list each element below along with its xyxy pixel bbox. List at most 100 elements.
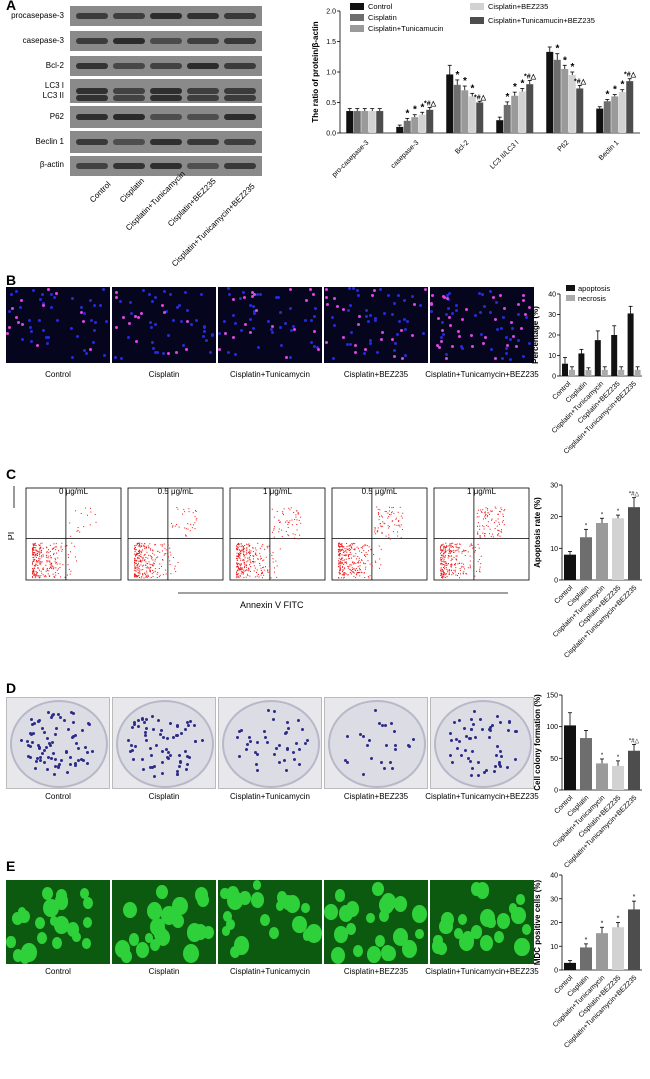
event-dot	[55, 562, 57, 564]
event-dot	[259, 555, 261, 557]
event-dot	[139, 571, 141, 573]
green-cell	[21, 943, 37, 962]
event-dot	[239, 569, 241, 571]
significance-mark: *	[463, 76, 467, 87]
event-dot	[259, 547, 261, 549]
event-dot	[149, 543, 151, 545]
event-dot	[440, 563, 442, 565]
event-dot	[36, 553, 38, 555]
bar	[628, 909, 640, 970]
event-dot	[159, 574, 161, 576]
event-dot	[388, 516, 390, 518]
event-dot	[477, 533, 479, 535]
event-dot	[342, 546, 344, 548]
colony-dot	[346, 735, 350, 739]
event-dot	[471, 544, 473, 546]
event-dot	[353, 575, 355, 577]
nucleus-dot	[393, 349, 397, 353]
event-dot	[396, 524, 398, 526]
colony-dot	[30, 723, 34, 727]
colony-dot	[32, 731, 36, 735]
green-cell	[238, 890, 251, 906]
event-dot	[462, 549, 464, 551]
event-dot	[341, 545, 343, 547]
event-dot	[245, 543, 247, 545]
nucleus-dot	[511, 327, 515, 331]
event-dot	[62, 564, 64, 566]
event-dot	[477, 531, 479, 533]
event-dot	[133, 563, 135, 565]
apoptotic-dot	[493, 357, 497, 361]
event-dot	[46, 568, 48, 570]
event-dot	[134, 545, 136, 547]
nucleus-dot	[292, 324, 296, 328]
colony-dot	[492, 770, 496, 774]
bar	[628, 507, 640, 580]
apoptotic-dot	[510, 320, 514, 324]
event-dot	[338, 543, 340, 545]
event-dot	[55, 567, 57, 569]
colony-dot	[383, 724, 387, 728]
event-dot	[345, 558, 347, 560]
event-dot	[477, 509, 479, 511]
nucleus-dot	[223, 320, 227, 324]
bar	[511, 95, 519, 133]
event-dot	[479, 571, 481, 573]
event-dot	[449, 544, 451, 546]
event-dot	[241, 545, 243, 547]
apoptotic-dot	[494, 317, 498, 321]
colony-dot	[274, 746, 278, 750]
nucleus-dot	[349, 331, 353, 335]
event-dot	[338, 553, 340, 555]
event-dot	[355, 569, 357, 571]
event-dot	[172, 525, 174, 527]
green-cell	[193, 924, 207, 940]
bar	[568, 75, 576, 133]
dish-circle	[222, 700, 320, 788]
event-dot	[245, 576, 247, 578]
event-dot	[441, 563, 443, 565]
event-dot	[445, 577, 447, 579]
apoptotic-dot	[54, 291, 58, 295]
event-dot	[298, 513, 300, 515]
colony-dot	[41, 752, 45, 756]
nucleus-dot	[517, 312, 521, 316]
event-dot	[40, 575, 42, 577]
bar	[561, 68, 569, 133]
event-dot	[371, 565, 373, 567]
event-dot	[134, 570, 136, 572]
event-dot	[461, 566, 463, 568]
event-dot	[169, 551, 171, 553]
blot-band	[76, 163, 108, 169]
event-dot	[345, 542, 347, 544]
event-dot	[296, 529, 298, 531]
event-dot	[344, 562, 346, 564]
blot-band	[187, 13, 219, 19]
event-dot	[445, 566, 447, 568]
colony-dot	[26, 755, 30, 759]
event-dot	[249, 575, 251, 577]
colony-dot	[137, 725, 141, 729]
event-dot	[39, 548, 41, 550]
green-cell	[250, 891, 264, 908]
event-dot	[242, 549, 244, 551]
tick-label: 0	[554, 788, 558, 795]
nucleus-dot	[41, 292, 44, 296]
colony-dot	[286, 726, 290, 730]
event-dot	[55, 558, 57, 560]
colony-dot	[273, 753, 277, 757]
event-dot	[135, 576, 137, 578]
apoptotic-dot	[448, 323, 452, 327]
apoptotic-dot	[442, 295, 446, 299]
green-cell	[521, 924, 532, 935]
event-dot	[194, 516, 196, 518]
event-dot	[150, 577, 152, 579]
event-dot	[445, 550, 447, 552]
nucleus-dot	[508, 358, 512, 362]
tick-label: 20	[550, 920, 558, 927]
nucleus-dot	[39, 298, 43, 302]
event-dot	[243, 562, 245, 564]
event-dot	[457, 549, 459, 551]
nucleus-dot	[239, 329, 243, 333]
x-axis-label: Annexin V FITC	[240, 600, 304, 610]
